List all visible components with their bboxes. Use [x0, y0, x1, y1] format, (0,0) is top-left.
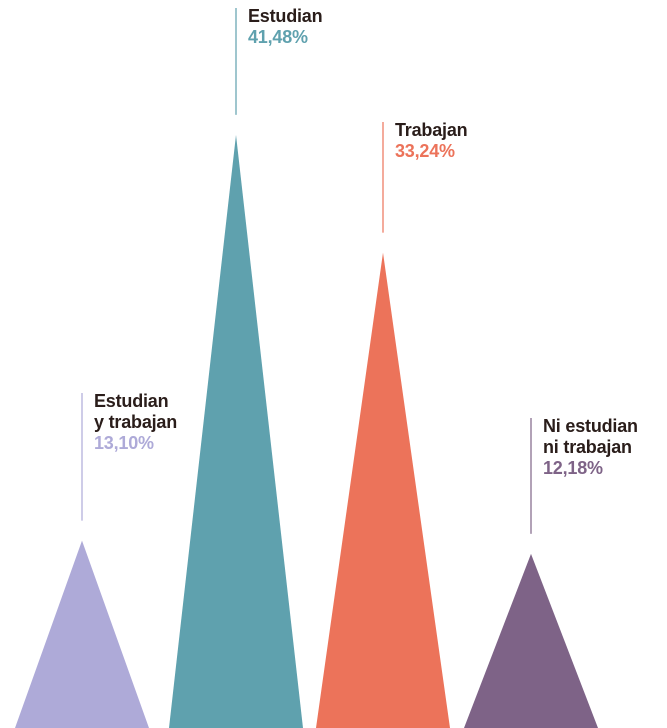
- category-label: Estudian: [248, 6, 323, 26]
- triangle: [464, 553, 598, 728]
- category-label: Trabajan: [395, 120, 468, 140]
- label: Ni estudian ni trabajan 12,18%: [543, 416, 638, 479]
- triangle: [169, 134, 303, 728]
- value-label: 12,18%: [543, 458, 603, 478]
- value-label: 41,48%: [248, 27, 308, 47]
- label: Estudian 41,48%: [248, 6, 323, 48]
- triangle: [316, 252, 450, 728]
- category-label: Estudian y trabajan: [94, 391, 178, 432]
- triangle: [15, 540, 149, 728]
- value-label: 33,24%: [395, 141, 455, 161]
- value-label: 13,10%: [94, 433, 154, 453]
- label: Trabajan 33,24%: [395, 120, 468, 162]
- category-label: Ni estudian ni trabajan: [543, 416, 638, 457]
- label: Estudian y trabajan 13,10%: [94, 391, 177, 454]
